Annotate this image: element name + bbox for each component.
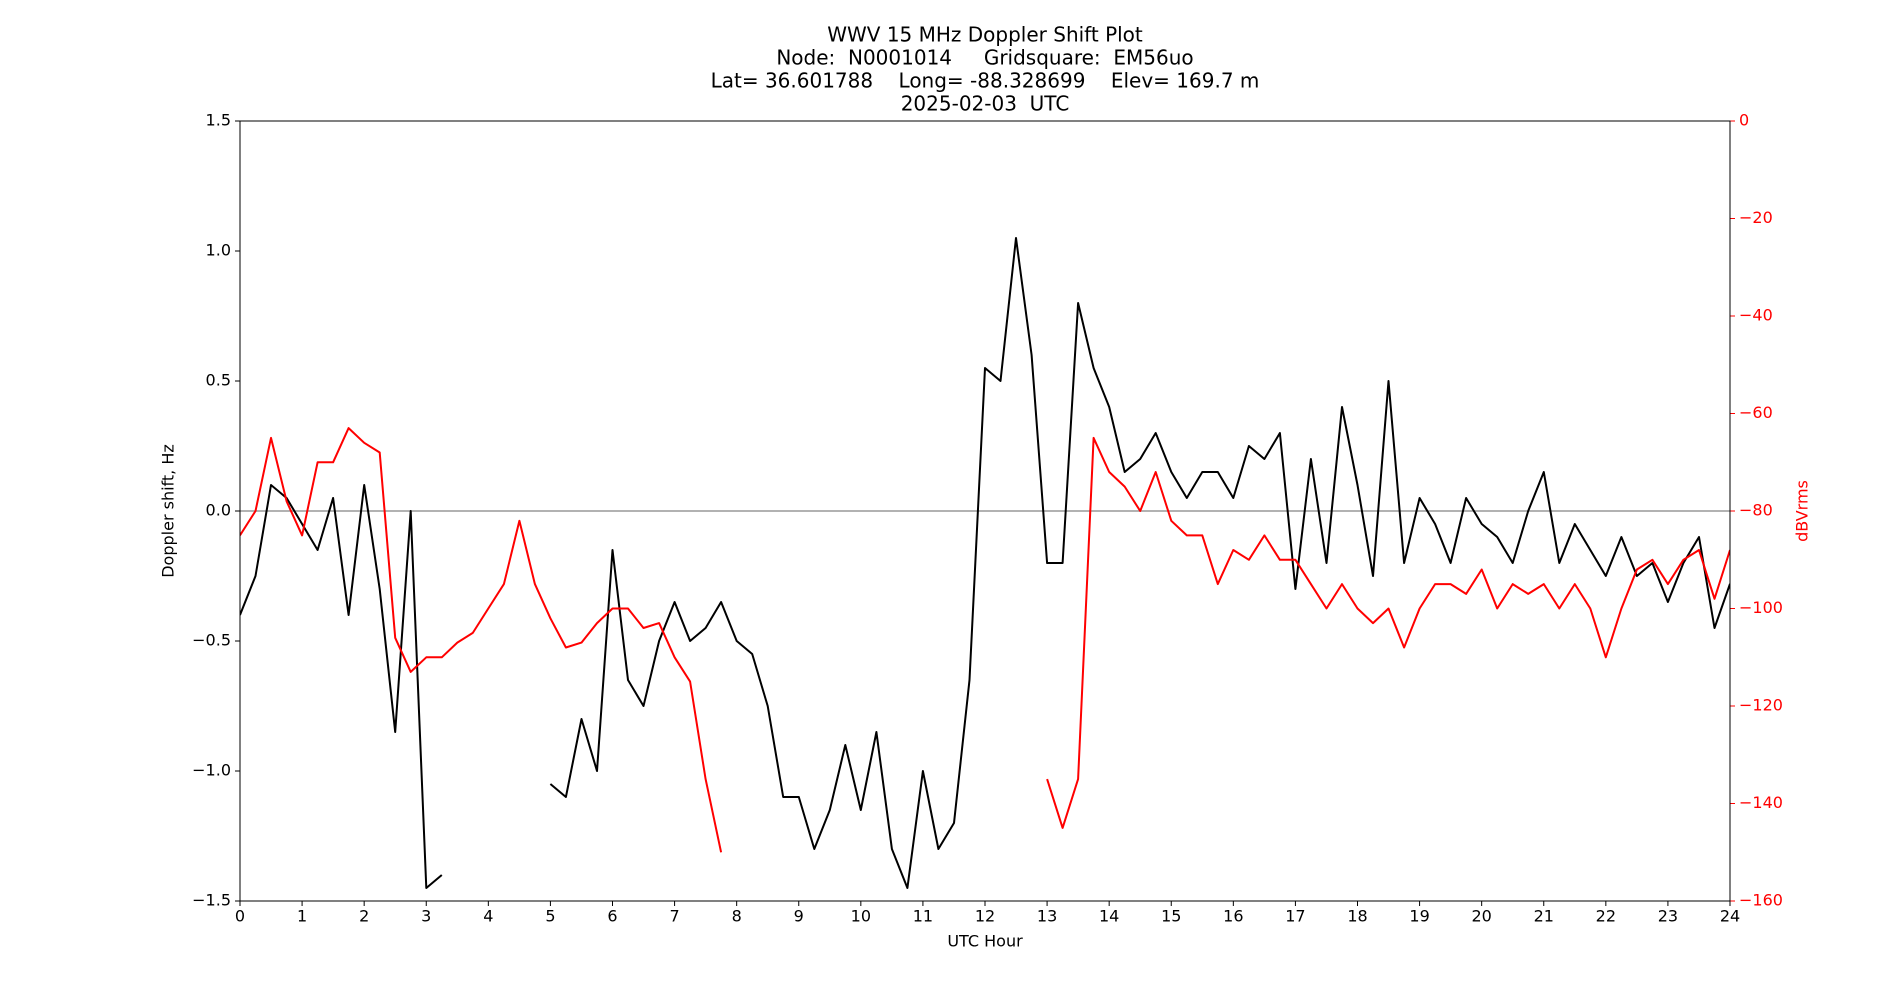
x-tick-label: 7 xyxy=(669,907,679,926)
x-tick-label: 20 xyxy=(1471,907,1491,926)
x-tick-label: 12 xyxy=(975,907,995,926)
x-tick-label: 14 xyxy=(1099,907,1119,926)
x-tick-label: 18 xyxy=(1347,907,1367,926)
y2-axis-label: dBVrms xyxy=(1793,480,1812,542)
x-tick-label: 17 xyxy=(1285,907,1305,926)
y2-tick-label: −40 xyxy=(1739,306,1773,325)
y-tick-label: 0.0 xyxy=(206,501,231,520)
y-tick-label: 0.5 xyxy=(206,371,231,390)
y2-tick-label: −160 xyxy=(1739,891,1783,910)
x-tick-label: 10 xyxy=(851,907,871,926)
y2-tick-label: −20 xyxy=(1739,208,1773,227)
x-tick-label: 23 xyxy=(1658,907,1678,926)
plot-area xyxy=(240,237,1730,889)
y-tick-label: −1.5 xyxy=(192,891,231,910)
y2-tick-label: −60 xyxy=(1739,403,1773,422)
y2-tick-label: 0 xyxy=(1739,111,1749,130)
chart-title: Node: N0001014 Gridsquare: EM56uo xyxy=(776,46,1193,70)
x-tick-label: 24 xyxy=(1720,907,1740,926)
x-tick-label: 9 xyxy=(794,907,804,926)
y-tick-label: −1.0 xyxy=(192,761,231,780)
series-line xyxy=(240,427,1730,853)
x-tick-label: 5 xyxy=(545,907,555,926)
x-tick-label: 16 xyxy=(1223,907,1243,926)
x-tick-label: 8 xyxy=(732,907,742,926)
x-tick-label: 19 xyxy=(1409,907,1429,926)
y2-tick-label: −140 xyxy=(1739,793,1783,812)
x-tick-label: 4 xyxy=(483,907,493,926)
x-tick-label: 13 xyxy=(1037,907,1057,926)
x-tick-label: 11 xyxy=(913,907,933,926)
y-axis-label: Doppler shift, Hz xyxy=(159,444,178,578)
x-tick-label: 22 xyxy=(1596,907,1616,926)
chart-title: 2025-02-03 UTC xyxy=(901,92,1070,116)
x-tick-label: 1 xyxy=(297,907,307,926)
y-tick-label: −0.5 xyxy=(192,631,231,650)
y-tick-label: 1.0 xyxy=(206,241,231,260)
y-tick-label: 1.5 xyxy=(206,111,231,130)
plot-frame xyxy=(239,120,1731,902)
y2-tick-label: −80 xyxy=(1739,501,1773,520)
x-tick-label: 0 xyxy=(235,907,245,926)
x-axis-label: UTC Hour xyxy=(947,932,1023,951)
x-tick-label: 15 xyxy=(1161,907,1181,926)
x-tick-label: 6 xyxy=(607,907,617,926)
y2-tick-label: −120 xyxy=(1739,696,1783,715)
chart-title: Lat= 36.601788 Long= -88.328699 Elev= 16… xyxy=(711,69,1260,93)
x-tick-label: 2 xyxy=(359,907,369,926)
y2-tick-label: −100 xyxy=(1739,598,1783,617)
x-tick-label: 21 xyxy=(1534,907,1554,926)
chart-title: WWV 15 MHz Doppler Shift Plot xyxy=(827,23,1143,47)
x-tick-label: 3 xyxy=(421,907,431,926)
series-line xyxy=(240,237,1730,889)
